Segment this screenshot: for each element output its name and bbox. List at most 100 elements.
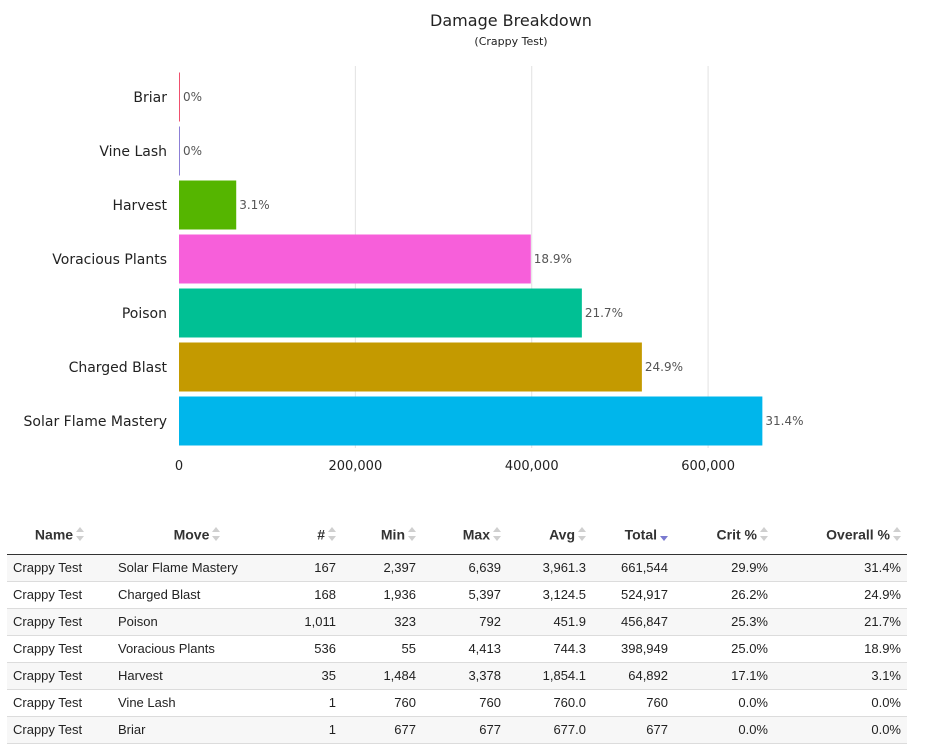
chart-title: Damage Breakdown — [430, 11, 592, 30]
table-cell: 398,949 — [592, 635, 674, 663]
table-cell: Crappy Test — [7, 716, 112, 744]
category-label: Voracious Plants — [52, 252, 167, 268]
chart-subtitle: (Crappy Test) — [474, 35, 547, 48]
table-cell: 25.3% — [674, 608, 774, 636]
table-cell: 35 — [282, 662, 342, 690]
table-row: Crappy Test Briar 1 677 677 677.0 677 0.0% 0.0% — [7, 716, 907, 744]
table-cell: 0.0% — [674, 689, 774, 717]
column-header-label: Total — [624, 526, 657, 543]
table-cell: 1,011 — [282, 608, 342, 636]
category-label: Poison — [122, 306, 167, 322]
table-cell: 24.9% — [774, 581, 907, 609]
column-header-overall[interactable]: Overall % — [774, 514, 907, 555]
bar — [179, 234, 531, 284]
table-cell: 6,639 — [422, 554, 507, 582]
category-labels: Briar Vine Lash Harvest Voracious Plants Poi… — [24, 90, 168, 430]
table-cell: 536 — [282, 635, 342, 663]
table-cell: 1 — [282, 689, 342, 717]
table-cell: Charged Blast — [112, 581, 282, 609]
table-cell: Crappy Test — [7, 554, 112, 582]
table-cell: 524,917 — [592, 581, 674, 609]
sort-icon — [760, 527, 768, 542]
table-cell: 3,961.3 — [507, 554, 592, 582]
table-header: Name Move # Min Max Avg Total Crit % Overall % — [7, 514, 907, 555]
sort-icon — [76, 527, 85, 542]
table-cell: 323 — [342, 608, 422, 636]
table-row: Crappy Test Vine Lash 1 760 760 760.0 760 0.0% 0… — [7, 689, 907, 717]
table-cell: 677 — [422, 716, 507, 744]
table-cell: 661,544 — [592, 554, 674, 582]
column-header-min[interactable]: Min — [342, 514, 422, 555]
table-cell: 17.1% — [674, 662, 774, 690]
column-header-label: Name — [34, 526, 74, 543]
table-cell: 4,413 — [422, 635, 507, 663]
bar — [179, 180, 237, 230]
column-header-max[interactable]: Max — [422, 514, 507, 555]
table-cell: 677 — [342, 716, 422, 744]
table-cell: 760 — [422, 689, 507, 717]
damage-breakdown-chart: Damage Breakdown (Crappy Test) 0% 0% 3.1% 1… — [24, 11, 804, 474]
column-header-label: Avg — [549, 526, 575, 543]
table-cell: 0.0% — [774, 716, 907, 744]
table-cell: Crappy Test — [7, 689, 112, 717]
category-label: Charged Blast — [69, 360, 168, 376]
damage-table-container: Name Move # Min Max Avg Total Crit % Overall % C… — [7, 514, 907, 744]
data-label: 21.7% — [585, 306, 623, 320]
bar — [179, 72, 180, 122]
category-label: Solar Flame Mastery — [24, 414, 167, 430]
table-cell: 760 — [342, 689, 422, 717]
table-cell: 29.9% — [674, 554, 774, 582]
column-header-avg[interactable]: Avg — [507, 514, 592, 555]
table-cell: 760.0 — [507, 689, 592, 717]
x-axis-ticks: 0 200,000 400,000 600,000 — [175, 459, 735, 474]
data-label: 3.1% — [239, 198, 270, 212]
column-header-crit[interactable]: Crit % — [674, 514, 774, 555]
table-cell: 451.9 — [507, 608, 592, 636]
table-cell: 792 — [422, 608, 507, 636]
column-header-label: Max — [462, 526, 490, 543]
sort-icon — [893, 527, 901, 542]
table-cell: Harvest — [112, 662, 282, 690]
bar — [179, 288, 582, 338]
sort-icon — [328, 527, 336, 542]
column-header-[interactable]: # — [282, 514, 342, 555]
table-cell: 26.2% — [674, 581, 774, 609]
table-cell: Briar — [112, 716, 282, 744]
table-row: Crappy Test Harvest 35 1,484 3,378 1,854.1 64,… — [7, 662, 907, 690]
bar — [179, 126, 180, 176]
bar — [179, 342, 642, 392]
category-label: Briar — [133, 90, 167, 106]
table-cell: Vine Lash — [112, 689, 282, 717]
table-cell: 677.0 — [507, 716, 592, 744]
table-body: Crappy Test Solar Flame Mastery 167 2,397 6,… — [7, 554, 907, 744]
column-header-name[interactable]: Name — [7, 514, 112, 555]
table-cell: Crappy Test — [7, 608, 112, 636]
bar — [179, 396, 763, 446]
table-cell: 456,847 — [592, 608, 674, 636]
table-row: Crappy Test Charged Blast 168 1,936 5,397 3,1… — [7, 581, 907, 609]
table-cell: 0.0% — [674, 716, 774, 744]
column-header-total[interactable]: Total — [592, 514, 674, 555]
column-header-move[interactable]: Move — [112, 514, 282, 555]
data-label: 0% — [183, 144, 202, 158]
table-cell: 677 — [592, 716, 674, 744]
table-cell: Crappy Test — [7, 662, 112, 690]
table-cell: 167 — [282, 554, 342, 582]
x-tick-label: 600,000 — [681, 459, 735, 474]
table-cell: 1,936 — [342, 581, 422, 609]
table-cell: 21.7% — [774, 608, 907, 636]
table-cell: 64,892 — [592, 662, 674, 690]
sort-icon — [493, 527, 501, 542]
column-header-label: # — [317, 526, 325, 543]
header-row: Name Move # Min Max Avg Total Crit % Overall % — [7, 514, 907, 555]
table-cell: Poison — [112, 608, 282, 636]
table-row: Crappy Test Poison 1,011 323 792 451.9 456,847… — [7, 608, 907, 636]
column-header-label: Min — [380, 526, 405, 543]
table-cell: 168 — [282, 581, 342, 609]
category-label: Harvest — [112, 198, 167, 214]
sort-desc-icon — [660, 527, 668, 542]
damage-table: Name Move # Min Max Avg Total Crit % Overall % C… — [7, 514, 907, 744]
table-row: Crappy Test Solar Flame Mastery 167 2,397 6,… — [7, 554, 907, 582]
table-cell: 55 — [342, 635, 422, 663]
x-tick-label: 200,000 — [328, 459, 382, 474]
